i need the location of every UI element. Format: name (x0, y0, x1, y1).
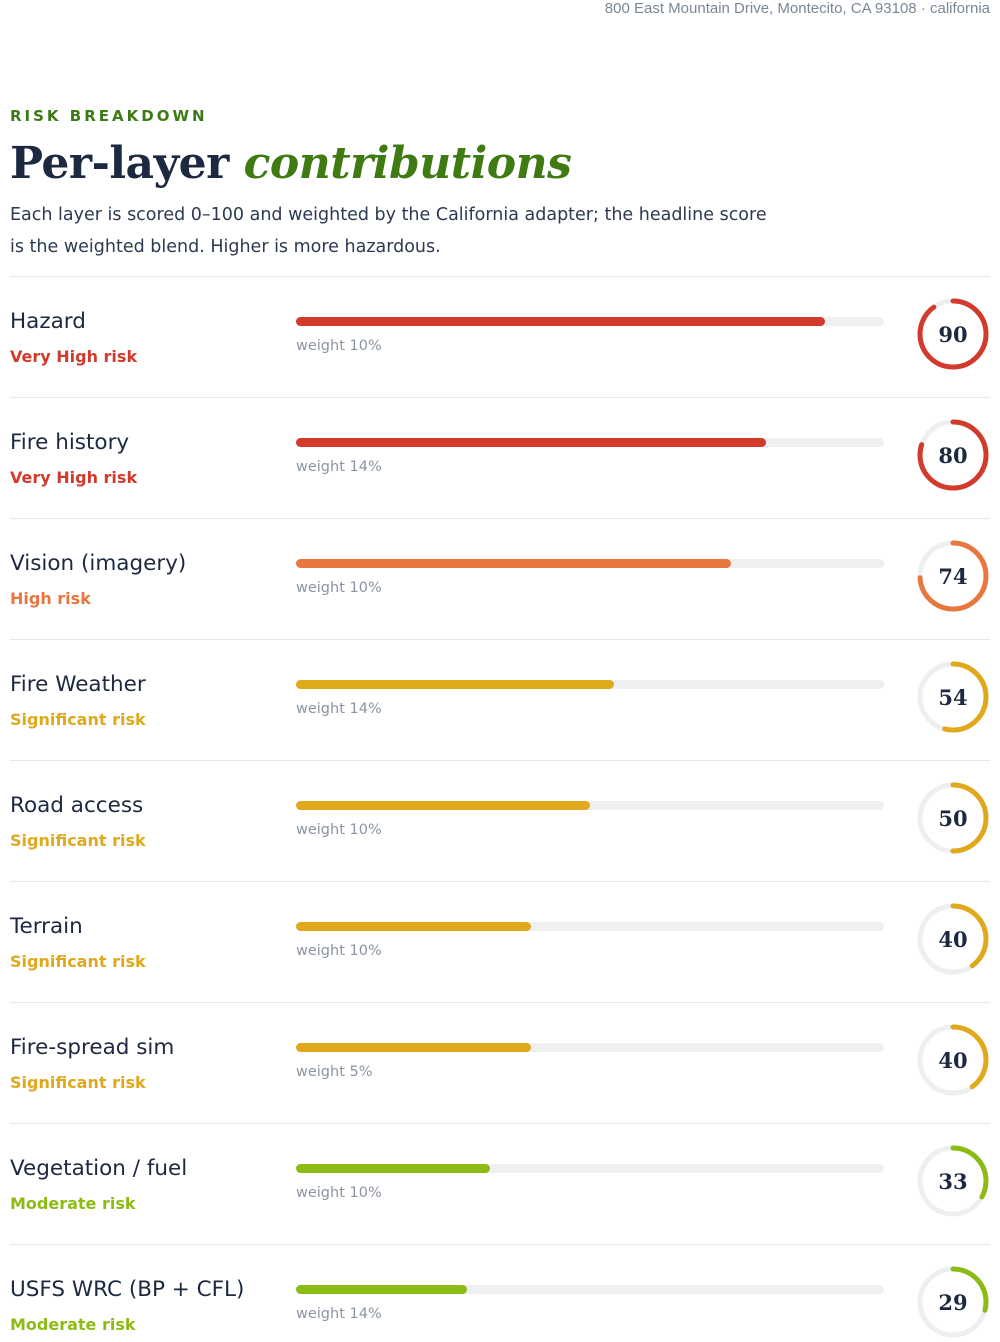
score-value: 50 (938, 805, 968, 831)
layer-weight: weight 10% (296, 338, 382, 354)
score-ring-arc (917, 661, 989, 733)
score-bar (296, 438, 884, 447)
score-value: 40 (938, 1047, 968, 1073)
score-ring (917, 540, 989, 612)
layer-row: Fire history Very High risk weight 14% 80 (10, 397, 990, 518)
layer-name: Vision (imagery) (10, 551, 187, 576)
layer-row: Hazard Very High risk weight 10% 90 (10, 276, 990, 397)
score-value: 74 (938, 563, 968, 589)
score-ring-arc (917, 782, 989, 854)
score-bar-fill (296, 1043, 532, 1052)
score-ring (917, 782, 989, 854)
score-bar-fill (296, 438, 767, 447)
score-ring-arc (917, 1024, 989, 1096)
score-bar-fill (296, 317, 826, 326)
score-ring-arc (917, 1266, 989, 1338)
layer-weight: weight 10% (296, 943, 382, 959)
layer-name: Fire history (10, 430, 130, 455)
layer-list: Hazard Very High risk weight 10% 90 Fire his… (10, 276, 990, 1342)
layer-weight: weight 10% (296, 580, 382, 596)
score-bar (296, 801, 884, 810)
score-ring (917, 1266, 989, 1338)
layer-weight: weight 5% (296, 1064, 373, 1080)
section-title-plain: Per-layer (10, 138, 229, 189)
layer-weight: weight 14% (296, 1306, 382, 1322)
layer-row: USFS WRC (BP + CFL) Moderate risk weight 1… (10, 1244, 990, 1342)
layer-risk-level: Significant risk (10, 1073, 146, 1092)
section-intro: Each layer is scored 0–100 and weighted … (10, 205, 767, 257)
score-value: 80 (938, 442, 968, 468)
score-ring (917, 1024, 989, 1096)
layer-risk-level: Moderate risk (10, 1315, 136, 1334)
layer-name: Hazard (10, 309, 86, 334)
score-gauge: 54 (915, 659, 991, 735)
layer-weight: weight 10% (296, 822, 382, 838)
layer-row: Vision (imagery) High risk weight 10% 74 (10, 518, 990, 639)
layer-risk-level: Significant risk (10, 710, 146, 729)
score-bar (296, 1043, 884, 1052)
score-bar-fill (296, 922, 532, 931)
layer-row: Terrain Significant risk weight 10% 40 (10, 881, 990, 1002)
score-ring-arc (917, 1145, 989, 1217)
score-value: 29 (938, 1289, 968, 1315)
layer-risk-level: Very High risk (10, 468, 138, 487)
score-value: 40 (938, 926, 968, 952)
score-bar-fill (296, 801, 590, 810)
score-ring-arc (917, 419, 989, 491)
layer-risk-level: Significant risk (10, 952, 146, 971)
score-ring (917, 661, 989, 733)
layer-risk-level: Significant risk (10, 831, 146, 850)
layer-name: USFS WRC (BP + CFL) (10, 1277, 245, 1302)
score-bar (296, 1164, 884, 1173)
score-value: 90 (938, 321, 968, 347)
score-gauge: 40 (915, 1022, 991, 1098)
score-bar (296, 922, 884, 931)
score-ring-arc (917, 903, 989, 975)
layer-row: Road access Significant risk weight 10% 50 (10, 760, 990, 881)
score-gauge: 33 (915, 1143, 991, 1219)
score-gauge: 29 (915, 1264, 991, 1340)
score-ring (917, 298, 989, 370)
score-ring (917, 903, 989, 975)
layer-risk-level: High risk (10, 589, 91, 608)
layer-name: Terrain (10, 914, 83, 939)
score-bar-fill (296, 680, 614, 689)
section-title: Per-layer contributions (10, 138, 572, 189)
layer-weight: weight 10% (296, 1185, 382, 1201)
score-bar (296, 1285, 884, 1294)
score-gauge: 50 (915, 780, 991, 856)
layer-name: Vegetation / fuel (10, 1156, 188, 1181)
layer-name: Fire-spread sim (10, 1035, 175, 1060)
score-ring-arc (917, 298, 989, 370)
layer-row: Vegetation / fuel Moderate risk weight 10%… (10, 1123, 990, 1244)
layer-name: Fire Weather (10, 672, 146, 697)
score-ring (917, 1145, 989, 1217)
layer-row: Fire-spread sim Significant risk weight 5%… (10, 1002, 990, 1123)
layer-risk-level: Very High risk (10, 347, 138, 366)
score-ring (917, 419, 989, 491)
layer-risk-level: Moderate risk (10, 1194, 136, 1213)
score-gauge: 90 (915, 296, 991, 372)
layer-weight: weight 14% (296, 701, 382, 717)
section-eyebrow: RISK BREAKDOWN (10, 107, 208, 125)
score-value: 33 (938, 1168, 968, 1194)
property-address: 800 East Mountain Drive, Montecito, CA 9… (604, 0, 990, 17)
layer-row: Fire Weather Significant risk weight 14% 54 (10, 639, 990, 760)
score-value: 54 (938, 684, 968, 710)
score-bar (296, 680, 884, 689)
score-bar-fill (296, 1285, 467, 1294)
layer-name: Road access (10, 793, 144, 818)
score-bar (296, 559, 884, 568)
score-bar-fill (296, 559, 732, 568)
score-gauge: 80 (915, 417, 991, 493)
score-bar (296, 317, 884, 326)
score-gauge: 40 (915, 901, 991, 977)
score-gauge: 74 (915, 538, 991, 614)
layer-weight: weight 14% (296, 459, 382, 475)
section-title-accent: contributions (243, 138, 572, 189)
score-ring-arc (917, 540, 989, 612)
score-bar-fill (296, 1164, 491, 1173)
